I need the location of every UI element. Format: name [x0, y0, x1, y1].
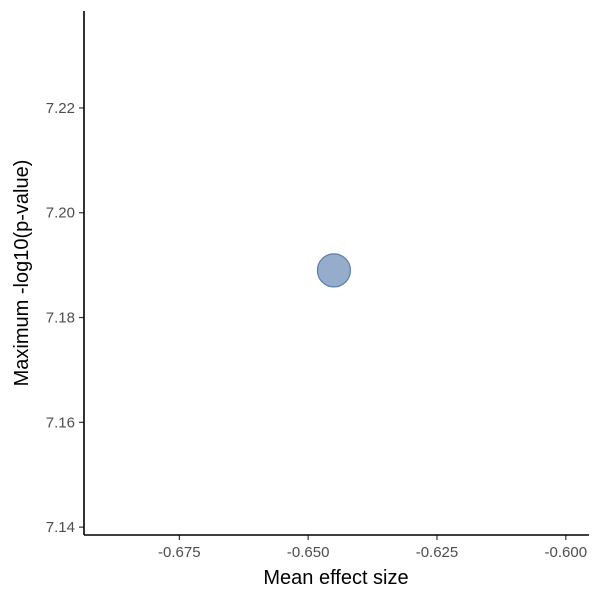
data-points: [316, 253, 352, 288]
y-axis-title: Maximum -log10(p-value): [11, 160, 33, 387]
y-tick-label: 7.18: [46, 310, 75, 327]
x-tick-label: -0.600: [545, 544, 588, 561]
y-axis-ticks: 7.14 7.16 7.18 7.20 7.22: [46, 100, 84, 536]
y-tick-label: 7.16: [46, 414, 75, 431]
data-point: [316, 253, 352, 288]
x-tick-label: -0.625: [416, 544, 459, 561]
x-tick-label: -0.650: [287, 544, 330, 561]
x-tick-label: -0.675: [158, 544, 201, 561]
y-tick-label: 7.22: [46, 100, 75, 117]
y-tick-label: 7.14: [46, 519, 75, 536]
y-tick-label: 7.20: [46, 205, 75, 222]
x-axis-title: Mean effect size: [263, 567, 408, 589]
x-axis-ticks: -0.675 -0.650 -0.625 -0.600: [158, 535, 587, 561]
